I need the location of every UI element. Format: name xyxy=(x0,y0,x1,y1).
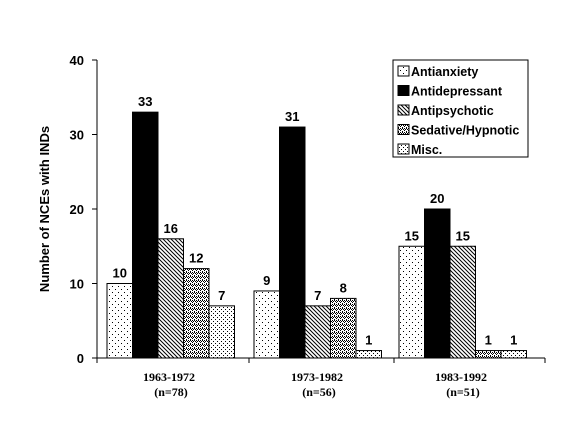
y-axis-title: Number of NCEs with INDs xyxy=(37,126,52,292)
legend-label-antidepressant: Antidepressant xyxy=(411,85,503,99)
legend-swatch-misc xyxy=(397,143,410,155)
bar-misc xyxy=(355,350,382,359)
bar-misc xyxy=(208,305,235,359)
y-tick-label: 30 xyxy=(70,128,84,143)
bar-antidepressant xyxy=(132,111,159,359)
bar-sedative-hypnotic xyxy=(330,297,357,359)
bar-antianxiety xyxy=(106,283,133,359)
y-tick-label: 10 xyxy=(70,277,84,292)
bar-antianxiety xyxy=(398,245,425,359)
category-labels: 1963-1972(n=78) 1973-1982(n=56) 1983-1992(… xyxy=(143,370,487,399)
data-label-antianxiety: 15 xyxy=(405,228,419,243)
legend-swatch-antianxiety xyxy=(397,65,410,77)
y-tick-label: 20 xyxy=(70,202,84,217)
data-labels: 10 33 16 12 7 9 31 7 8 1 15 20 15 1 1 xyxy=(113,94,518,347)
category-label: 1983-1992 xyxy=(435,370,487,384)
bars xyxy=(106,111,527,359)
legend-swatch-sedative-hypnotic xyxy=(397,124,410,135)
category-label: 1973-1982 xyxy=(291,370,343,384)
data-label-misc: 1 xyxy=(365,333,372,348)
data-label-sedative-hypnotic: 1 xyxy=(485,333,492,348)
data-label-antidepressant: 20 xyxy=(430,191,444,206)
legend-label-misc: Misc. xyxy=(411,143,442,157)
legend-label-antipsychotic: Antipsychotic xyxy=(411,104,494,118)
data-label-antipsychotic: 7 xyxy=(314,288,321,303)
legend-box xyxy=(392,59,529,158)
data-label-antianxiety: 9 xyxy=(263,273,270,288)
bar-misc xyxy=(500,350,527,359)
data-label-misc: 7 xyxy=(218,288,225,303)
data-label-antipsychotic: 15 xyxy=(456,228,470,243)
data-label-misc: 1 xyxy=(510,333,517,348)
bar-antidepressant xyxy=(279,126,306,359)
legend-label-antianxiety: Antianxiety xyxy=(411,65,478,79)
bar-antipsychotic xyxy=(157,238,184,359)
bar-antidepressant xyxy=(424,208,451,359)
legend: Antianxiety Antidepressant Antipsychotic Se… xyxy=(392,59,529,158)
data-label-sedative-hypnotic: 12 xyxy=(189,251,203,266)
bar-antipsychotic xyxy=(304,305,331,359)
category-count-label: (n=78) xyxy=(154,385,188,399)
category-count-label: (n=51) xyxy=(446,385,480,399)
x-axis xyxy=(96,357,546,363)
category-count-label: (n=56) xyxy=(302,385,336,399)
data-label-antidepressant: 33 xyxy=(138,94,152,109)
data-label-antipsychotic: 16 xyxy=(164,221,178,236)
data-label-sedative-hypnotic: 8 xyxy=(340,280,347,295)
bar-antianxiety xyxy=(253,290,280,359)
legend-label-sedative-hypnotic: Sedative/Hypnotic xyxy=(411,124,519,138)
y-tick-label: 0 xyxy=(77,351,84,366)
bar-sedative-hypnotic xyxy=(183,268,210,359)
legend-swatch-antipsychotic xyxy=(397,104,410,116)
legend-swatch-antidepressant xyxy=(397,85,410,96)
y-axis-ticks: 0 10 20 30 40 xyxy=(70,53,97,366)
data-label-antidepressant: 31 xyxy=(285,109,299,124)
category-label: 1963-1972 xyxy=(143,370,195,384)
bar-sedative-hypnotic xyxy=(475,350,502,359)
bar-antipsychotic xyxy=(449,245,476,359)
data-label-antianxiety: 10 xyxy=(113,266,127,281)
y-tick-label: 40 xyxy=(70,53,84,68)
